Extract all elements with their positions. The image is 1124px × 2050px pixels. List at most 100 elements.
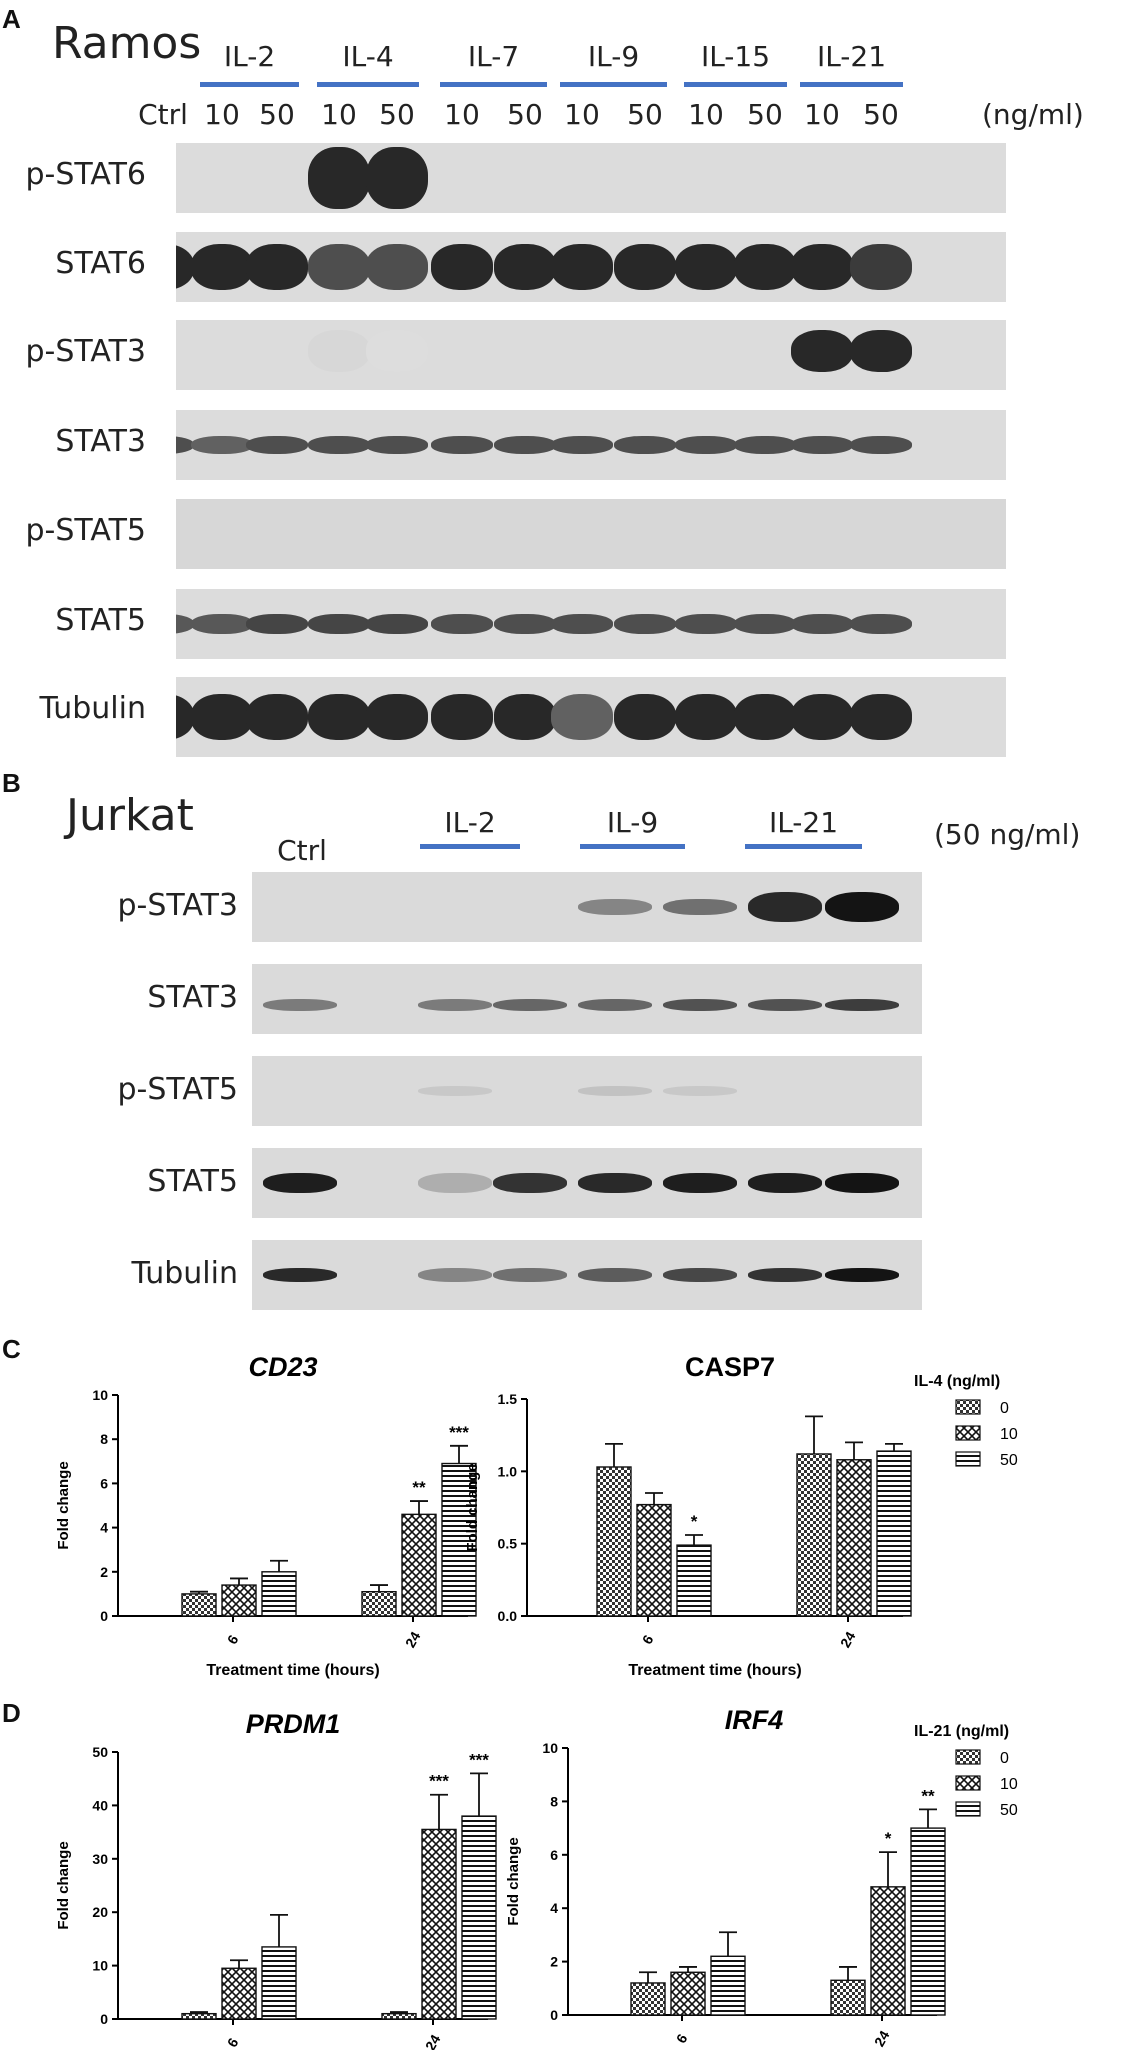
- legend-label: 0: [1000, 1400, 1009, 1417]
- y-tick-label: 0.5: [498, 1536, 518, 1552]
- panel-b-group-line: [420, 844, 520, 849]
- panel-a-band: [734, 614, 796, 634]
- panel-a-band: [791, 244, 853, 290]
- panel-b-row-label: p-STAT3: [117, 888, 238, 923]
- panel-b-band: [825, 1268, 899, 1282]
- y-tick-label: 1.0: [498, 1463, 518, 1479]
- panel-a-blot: [176, 499, 1006, 569]
- panel-b-band: [748, 1173, 822, 1193]
- panel-a-band: [366, 330, 428, 372]
- panel-a-band: [176, 244, 194, 290]
- panel-a-blot: [176, 410, 1006, 480]
- bar: [796, 1453, 832, 1617]
- bar: [876, 1450, 912, 1617]
- bar: [401, 1513, 437, 1617]
- bar: [870, 1886, 906, 2016]
- panel-a-band: [614, 436, 676, 454]
- panel-b-group-label: IL-2: [444, 806, 496, 839]
- x-tick-label: 6: [673, 2031, 691, 2046]
- panel-a-label: A: [2, 4, 21, 34]
- panel-b-band: [578, 999, 652, 1011]
- panel-a-blot: [176, 143, 1006, 213]
- panel-a-band: [850, 244, 912, 290]
- panel-a-row-label: p-STAT3: [25, 334, 146, 369]
- panel-a-group-line: [200, 82, 299, 87]
- significance-mark: ***: [449, 1423, 469, 1442]
- panel-b-label: B: [2, 768, 21, 798]
- panel-a-band: [734, 244, 796, 290]
- panel-a-band: [494, 614, 556, 634]
- panel-a-band: [431, 436, 493, 454]
- bar: [381, 2012, 417, 2020]
- panel-a-band: [850, 436, 912, 454]
- bar: [461, 1815, 497, 2020]
- panel-b-group-label: IL-21: [768, 806, 839, 839]
- significance-mark: **: [921, 1786, 935, 1805]
- bar: [221, 1967, 257, 2020]
- panel-b-band: [263, 1173, 337, 1193]
- panel-a-group-line: [317, 82, 419, 87]
- panel-b-band: [578, 1173, 652, 1193]
- panel-a-blot: [176, 589, 1006, 659]
- bar: [630, 1982, 666, 2016]
- panel-a-row-label: p-STAT5: [25, 513, 146, 548]
- panel-a-unit: (ng/ml): [982, 98, 1084, 131]
- panel-b-band: [578, 1268, 652, 1282]
- panel-a-row-label: Tubulin: [39, 691, 146, 726]
- panel-a-lane-label: 50: [379, 98, 415, 131]
- y-tick-label: 20: [92, 1904, 108, 1920]
- panel-a-lane-label: 10: [204, 98, 240, 131]
- panel-a-band: [308, 244, 370, 290]
- panel-b-band: [748, 999, 822, 1011]
- y-axis-label: Fold change: [55, 1461, 72, 1549]
- panel-a-band: [734, 436, 796, 454]
- panel-c-label: C: [2, 1334, 21, 1364]
- panel-a-band: [191, 436, 253, 454]
- panel-b-band: [748, 1268, 822, 1282]
- y-axis-label: Fold change: [505, 1837, 522, 1925]
- panel-a-band: [551, 694, 613, 740]
- legend-swatch: [955, 1399, 981, 1415]
- significance-mark: ***: [469, 1750, 489, 1769]
- bar: [181, 2012, 217, 2020]
- significance-mark: *: [691, 1512, 698, 1531]
- y-tick-label: 6: [550, 1847, 558, 1863]
- bar: [830, 1979, 866, 2016]
- panel-a-band: [551, 436, 613, 454]
- panel-a-band: [791, 436, 853, 454]
- panel-a-band: [246, 436, 308, 454]
- panel-a-row-label: STAT3: [55, 424, 146, 459]
- panel-b-band: [825, 892, 899, 922]
- panel-b-band: [418, 1086, 492, 1096]
- panel-a-band: [176, 614, 194, 634]
- y-tick-label: 10: [542, 1740, 558, 1756]
- panel-a-band: [176, 436, 194, 454]
- panel-b-cell-line: Jurkat: [66, 790, 194, 841]
- x-tick-label: 6: [224, 2035, 242, 2050]
- legend-swatch: [955, 1775, 981, 1791]
- legend-label: 50: [1000, 1452, 1018, 1469]
- chart-title: CD23: [248, 1352, 317, 1382]
- panel-a-band: [431, 244, 493, 290]
- panel-a-blot: [176, 232, 1006, 302]
- legend-label: 0: [1000, 1750, 1009, 1767]
- panel-a-band: [614, 244, 676, 290]
- y-tick-label: 40: [92, 1797, 108, 1813]
- panel-b-band: [493, 999, 567, 1011]
- y-tick-label: 10: [92, 1387, 108, 1403]
- legend-title: IL-21 (ng/ml): [914, 1723, 1009, 1740]
- panel-b-band: [663, 1086, 737, 1096]
- panel-a-band: [791, 330, 853, 372]
- panel-a-band: [431, 614, 493, 634]
- legend-label: 50: [1000, 1802, 1018, 1819]
- x-axis-label: Treatment time (hours): [206, 1662, 379, 1679]
- y-tick-label: 0: [100, 2011, 108, 2027]
- panel-b-blot: [252, 1240, 922, 1310]
- panel-a-band: [494, 244, 556, 290]
- panel-a-lane-label: 50: [863, 98, 899, 131]
- x-tick-label: 6: [639, 1632, 657, 1647]
- legend-swatch: [955, 1425, 981, 1441]
